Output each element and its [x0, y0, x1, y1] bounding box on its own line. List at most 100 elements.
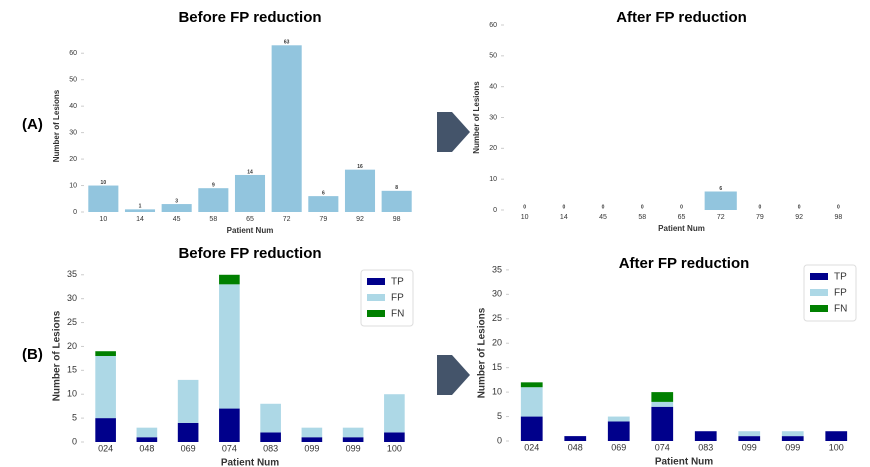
- y-axis-label: Number of Lesions: [472, 81, 481, 154]
- y-tick-label: 25: [492, 313, 502, 323]
- y-tick-label: 30: [69, 129, 77, 136]
- bar-segment: [384, 432, 405, 442]
- legend-label: FP: [834, 288, 847, 299]
- x-tick-label: 100: [829, 442, 844, 452]
- bar-segment: [177, 379, 199, 423]
- x-axis-label: Patient Num: [227, 226, 274, 235]
- bar-segment: [260, 403, 281, 433]
- x-tick-label: 074: [655, 442, 670, 452]
- data-label: 0: [837, 204, 840, 210]
- legend-label: FP: [391, 293, 404, 304]
- data-label: 0: [602, 204, 605, 210]
- y-tick-label: 35: [67, 269, 77, 279]
- legend-swatch: [810, 289, 828, 296]
- legend-label: FN: [834, 304, 847, 315]
- x-tick-label: 45: [599, 214, 607, 221]
- bar-segment: [607, 421, 630, 441]
- x-tick-label: 024: [98, 443, 113, 453]
- legend-swatch: [810, 273, 828, 280]
- y-tick-label: 30: [492, 289, 502, 299]
- y-tick-label: 5: [72, 412, 77, 422]
- bar-segment: [177, 422, 199, 442]
- data-label: 16: [357, 164, 363, 170]
- y-tick-label: 0: [73, 209, 77, 216]
- data-label: 1: [139, 204, 142, 210]
- x-tick-label: 92: [356, 216, 364, 223]
- x-tick-label: 024: [524, 442, 539, 452]
- arrow: [437, 355, 470, 395]
- chart-title: Before FP reduction: [178, 245, 321, 262]
- y-axis-label: Number of Lesions: [477, 307, 488, 398]
- x-tick-label: 099: [785, 442, 800, 452]
- data-label: 63: [284, 40, 290, 46]
- x-tick-label: 048: [568, 442, 583, 452]
- y-tick-label: 20: [69, 156, 77, 163]
- data-label: 0: [562, 204, 565, 210]
- y-tick-label: 0: [72, 436, 77, 446]
- data-label: 0: [759, 204, 762, 210]
- y-tick-label: 0: [497, 435, 502, 445]
- bar-segment: [738, 436, 761, 441]
- bar-segment: [651, 401, 674, 407]
- legend-label: TP: [834, 272, 847, 283]
- y-tick-label: 35: [492, 264, 502, 274]
- x-tick-label: 14: [560, 214, 568, 221]
- x-tick-label: 58: [638, 214, 646, 221]
- bar-segment: [564, 436, 587, 441]
- bar: [344, 169, 376, 212]
- bar-segment: [219, 408, 240, 442]
- y-tick-label: 10: [67, 389, 77, 399]
- y-tick-label: 30: [67, 293, 77, 303]
- x-tick-label: 10: [521, 214, 529, 221]
- legend-swatch: [367, 294, 385, 301]
- data-label: 0: [680, 204, 683, 210]
- bar-segment: [95, 418, 116, 442]
- y-tick-label: 50: [489, 53, 497, 60]
- data-label: 14: [247, 169, 253, 175]
- bar-segment: [301, 437, 323, 442]
- data-label: 8: [395, 185, 398, 191]
- bar-segment: [520, 387, 543, 417]
- x-tick-label: 65: [246, 216, 254, 223]
- bar-segment: [694, 431, 717, 441]
- x-tick-label: 45: [173, 216, 181, 223]
- x-tick-label: 083: [698, 442, 713, 452]
- legend-label: TP: [391, 277, 404, 288]
- bar-segment: [781, 431, 804, 437]
- y-tick-label: 60: [489, 22, 497, 29]
- bar-segment: [301, 427, 323, 438]
- y-tick-label: 50: [69, 77, 77, 84]
- x-tick-label: 79: [756, 214, 764, 221]
- legend-swatch: [810, 305, 828, 312]
- x-tick-label: 074: [222, 443, 237, 453]
- y-tick-label: 10: [69, 182, 77, 189]
- x-tick-label: 069: [611, 442, 626, 452]
- y-tick-label: 10: [492, 386, 502, 396]
- bar-segment: [219, 284, 240, 409]
- bar-segment: [825, 431, 848, 441]
- y-axis-label: Number of Lesions: [52, 89, 61, 162]
- data-label: 6: [719, 186, 722, 192]
- x-tick-label: 099: [346, 443, 361, 453]
- bar: [271, 45, 302, 212]
- panel-label: (A): [22, 116, 43, 133]
- bar-segment: [136, 427, 158, 438]
- y-tick-label: 60: [69, 50, 77, 57]
- x-tick-label: 14: [136, 216, 144, 223]
- bar-segment: [781, 436, 804, 441]
- y-tick-label: 20: [489, 145, 497, 152]
- bar: [308, 196, 339, 212]
- bar: [234, 174, 266, 212]
- bar: [124, 209, 156, 212]
- bar-segment: [260, 432, 281, 442]
- data-label: 6: [322, 190, 325, 196]
- x-tick-label: 083: [263, 443, 278, 453]
- y-tick-label: 5: [497, 411, 502, 421]
- legend-swatch: [367, 278, 385, 285]
- y-tick-label: 30: [489, 114, 497, 121]
- x-tick-label: 100: [387, 443, 402, 453]
- data-label: 0: [523, 204, 526, 210]
- x-tick-label: 79: [319, 216, 327, 223]
- x-tick-label: 099: [742, 442, 757, 452]
